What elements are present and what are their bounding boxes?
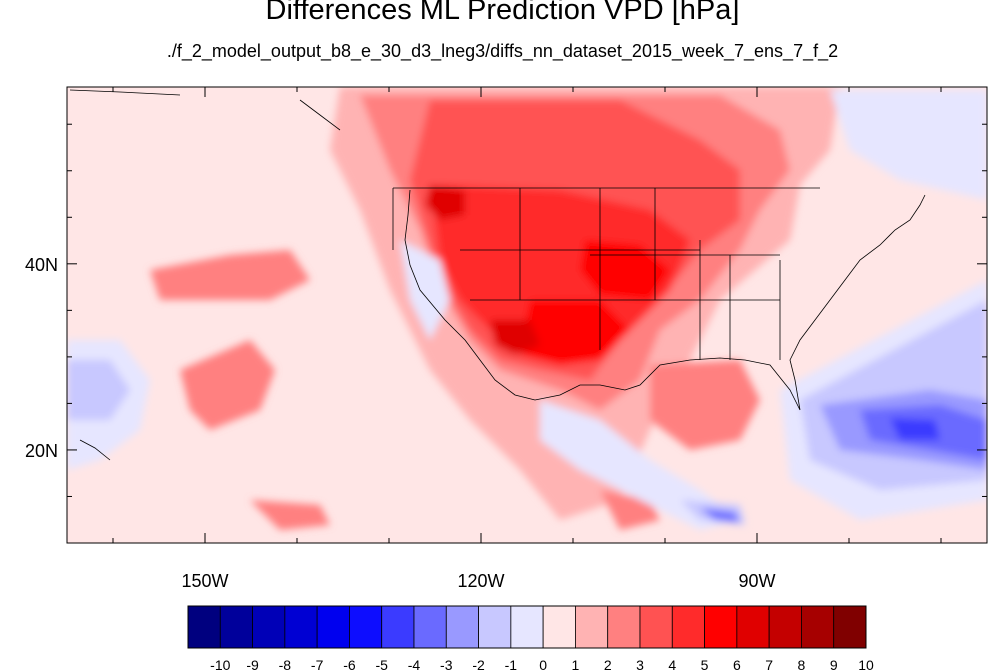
colorbar-swatch: [445, 605, 479, 649]
colorbar-swatch: [187, 605, 221, 649]
vpd-difference-field: [67, 87, 987, 543]
colorbar-swatch: [768, 605, 802, 649]
colorbar-label: -9: [246, 657, 259, 672]
colorbar-swatch: [801, 605, 835, 649]
colorbar-label: 9: [830, 657, 838, 672]
map-frame: [66, 86, 988, 544]
colorbar-label: 7: [765, 657, 773, 672]
colorbar-swatch: [252, 605, 286, 649]
colorbar-label: -3: [440, 657, 453, 672]
colorbar-label: 3: [636, 657, 644, 672]
colorbar-swatch: [639, 605, 673, 649]
colorbar-swatch: [284, 605, 318, 649]
figure-title: Differences ML Prediction VPD [hPa]: [265, 0, 740, 26]
colorbar-label: 8: [798, 657, 806, 672]
colorbar-label: -10: [210, 657, 230, 672]
colorbar-label: -1: [505, 657, 518, 672]
colorbar-label: -4: [408, 657, 421, 672]
colorbar-label: 1: [572, 657, 580, 672]
colorbar-swatch: [478, 605, 512, 649]
lon-tick-label: 150W: [181, 571, 228, 591]
colorbar-swatch: [736, 605, 770, 649]
lon-tick-label: 90W: [738, 571, 775, 591]
colorbar-swatch: [704, 605, 738, 649]
colorbar-swatch: [575, 605, 609, 649]
colorbar-swatch: [607, 605, 641, 649]
colorbar-label: 6: [733, 657, 741, 672]
lat-tick-label: 40N: [25, 255, 58, 275]
colorbar-label: -5: [375, 657, 388, 672]
colorbar-swatch: [316, 605, 350, 649]
axis-tick-labels: 150W 120W 90W 40N 20N: [25, 255, 776, 591]
colorbar-label: 10: [858, 657, 874, 672]
colorbar-swatch: [510, 605, 544, 649]
colorbar-label: 5: [701, 657, 709, 672]
colorbar-swatch: [219, 605, 253, 649]
colorbar: -10 -9 -8 -7 -6 -5 -4 -3 -2 -1 0 1 2 3 4 5 6 7 8 9 10: [187, 605, 874, 672]
colorbar-swatch: [671, 605, 705, 649]
axis-ticks: [67, 87, 987, 543]
colorbar-label: -8: [279, 657, 292, 672]
colorbar-label: 2: [604, 657, 612, 672]
colorbar-label: -6: [343, 657, 356, 672]
colorbar-swatch: [349, 605, 383, 649]
lat-tick-label: 20N: [25, 441, 58, 461]
figure-subtitle: ./f_2_model_output_b8_e_30_d3_lneg3/diff…: [166, 41, 839, 61]
colorbar-swatch: [413, 605, 447, 649]
colorbar-frame: [187, 605, 867, 649]
colorbar-label: -2: [472, 657, 485, 672]
colorbar-swatch: [542, 605, 576, 649]
lon-tick-label: 120W: [457, 571, 504, 591]
colorbar-swatch: [381, 605, 415, 649]
colorbar-label: 4: [668, 657, 676, 672]
colorbar-label: 0: [539, 657, 547, 672]
colorbar-label: -7: [311, 657, 324, 672]
colorbar-swatch: [833, 605, 867, 649]
coastlines: [69, 89, 926, 461]
